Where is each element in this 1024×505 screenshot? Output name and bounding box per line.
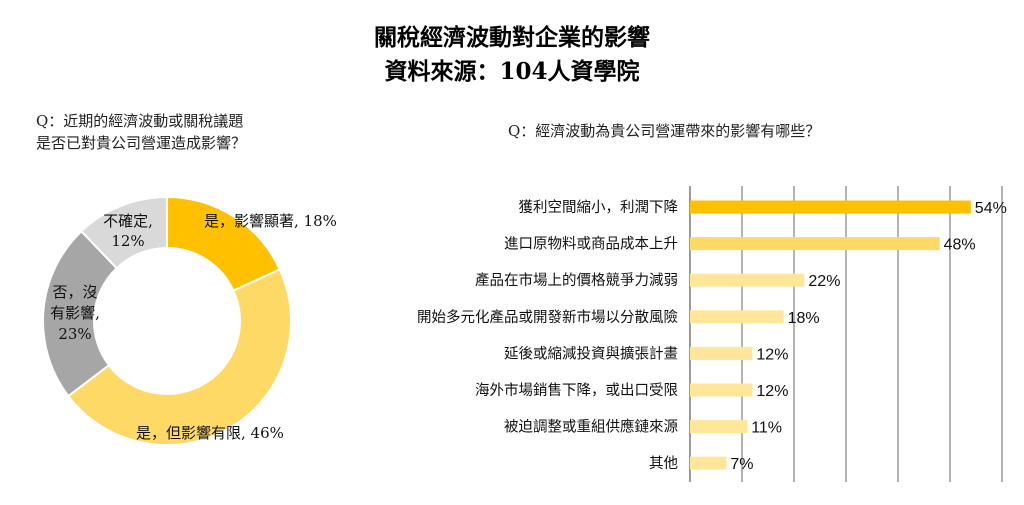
bar (690, 456, 727, 470)
bar-question: Q：經濟波動為貴公司營運帶來的影響有哪些？ (508, 122, 821, 140)
bar (690, 420, 748, 434)
category-label: 其他 (649, 455, 678, 472)
donut-slice-label: 是，影響顯著, 18% (204, 212, 337, 230)
chart-source: 資料來源：104人資學院 (384, 58, 640, 85)
donut-slice (80, 195, 168, 270)
donut-slice-label: 不確定, 12% (103, 212, 153, 250)
category-label: 產品在市場上的價格競爭力減弱 (475, 272, 678, 289)
data-label: 12% (756, 346, 788, 363)
category-label: 進口原物料或商品成本上升 (504, 236, 678, 253)
donut-question-line2: 是否已對貴公司營運造成影響？ (36, 134, 247, 152)
category-label: 海外市場銷售下降，或出口受限 (475, 382, 678, 399)
category-label: 延後或縮減投資與擴張計畫 (504, 345, 678, 362)
bar (690, 200, 971, 214)
category-label: 被迫調整或重組供應鏈來源 (504, 418, 678, 436)
bar (690, 273, 805, 287)
data-label: 7% (730, 456, 753, 473)
bar (690, 383, 753, 397)
category-label: 獲利空間縮小，利潤下降 (519, 199, 679, 216)
donut-slice (66, 268, 292, 446)
donut-slice-label: 否，沒有影響, 23% (50, 283, 100, 343)
donut-question: Q：近期的經濟波動或關稅議題 是否已對貴公司營運造成影響？ (36, 110, 246, 154)
data-label: 54% (975, 200, 1007, 217)
data-label: 12% (756, 383, 788, 400)
donut-slice (42, 229, 119, 398)
bar (690, 310, 784, 324)
bar (690, 237, 940, 251)
data-label: 11% (751, 420, 782, 437)
chart-title: 關稅經濟波動對企業的影響 (374, 24, 650, 51)
donut-slice-label: 是，但影響有限, 46% (136, 424, 284, 442)
data-label: 22% (808, 273, 840, 290)
data-label: 18% (788, 310, 820, 327)
bar (690, 346, 753, 360)
category-label: 開始多元化產品或開發新市場以分散風險 (417, 309, 678, 326)
data-label: 48% (944, 237, 976, 254)
donut-question-line1: Q：近期的經濟波動或關稅議題 (36, 112, 244, 130)
